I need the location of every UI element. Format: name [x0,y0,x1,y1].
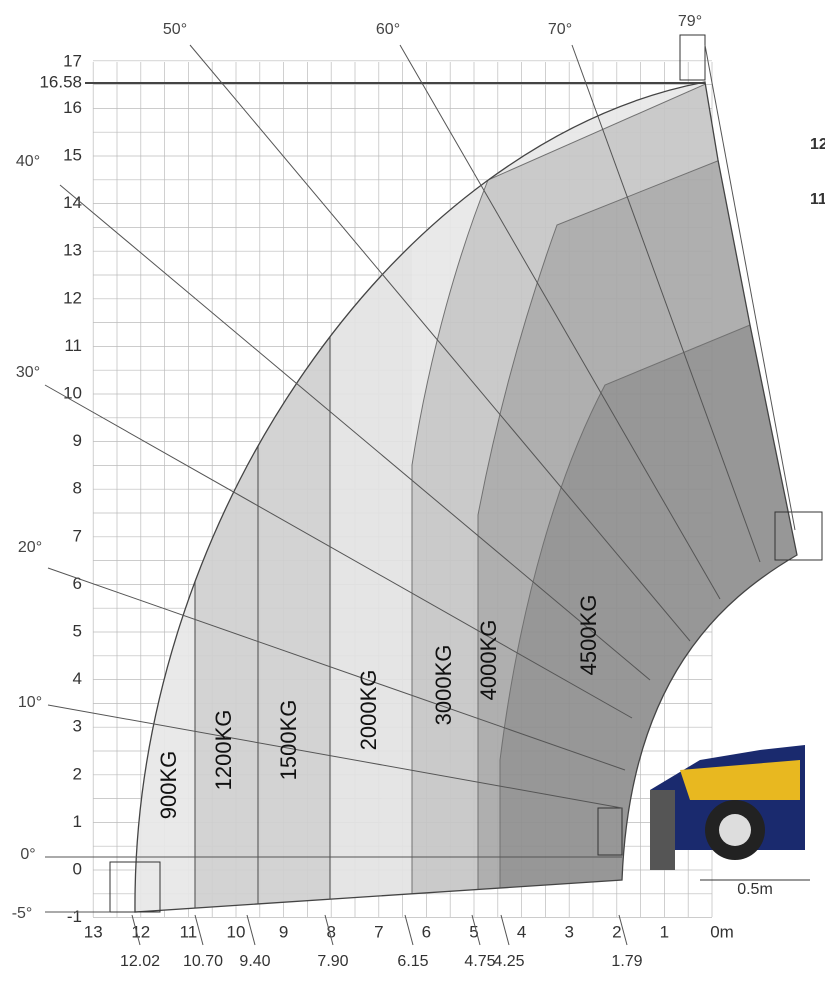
angle-line [571,44,761,563]
y-tick-label: 11 [64,336,82,355]
angle-line [399,44,721,600]
angle-label: 60° [376,21,400,38]
distance-label: 4.25 [493,953,524,970]
distance-tick [471,914,481,946]
x-tick-label: 12 [131,922,150,941]
load-label: 4000KG [476,620,501,701]
distance-label: 4.75 [464,953,495,970]
angle-label: 40° [16,153,40,170]
x-tick-label: 8 [326,922,335,941]
angle-line [47,567,626,771]
distance-tick [500,914,510,946]
y-tick-label: 1 [73,812,82,831]
y-tick-label: 16 [63,98,82,117]
load-label: 3000KG [431,645,456,726]
zone-4500 [499,324,798,912]
x-tick-label: 6 [422,922,431,941]
x-tick-label: 5 [469,922,478,941]
x-tick-label: 4 [517,922,526,941]
y-tick-label: 14 [63,193,82,212]
scale-label: 0.5m [737,881,773,898]
y-tick-label: 15 [63,145,82,164]
y-tick-label: 0 [73,859,82,878]
y-tick-label: 17 [63,51,82,70]
distance-label: 6.15 [397,953,428,970]
x-tick-label: 9 [279,922,288,941]
angle-label: 0° [20,846,35,863]
load-label: 4500KG [576,595,601,676]
y-tick-label: 12 [63,288,82,307]
angle-label: 50° [163,21,187,38]
x-tick-label: 0m [710,922,734,941]
zone-1200-1500 [195,82,330,912]
distance-label: 9.40 [239,953,270,970]
angle-label: 10° [18,694,42,711]
distance-tick [246,914,256,946]
y-tick-label: 4 [73,669,82,688]
distance-tick [131,914,141,946]
load-label: 1500KG [276,700,301,781]
y-tick-label: 3 [73,717,82,736]
angle-label: -5° [12,905,33,922]
side-label: 12 [810,136,825,153]
angle-line [44,384,633,719]
x-tick-label: 13 [84,922,103,941]
load-label: 2000KG [356,670,381,751]
angle-label: 79° [678,13,702,30]
distance-tick [404,914,414,946]
y-tick-label: -1 [67,907,82,926]
envelope [134,81,798,913]
y-tick-label: 2 [73,764,82,783]
angle-line [189,44,691,642]
angle-line [59,184,651,681]
angle-line [704,44,796,531]
distance-label: 7.90 [317,953,348,970]
distance-tick [324,914,334,946]
boxes [109,34,823,913]
machine [650,745,810,881]
x-tick-label: 3 [564,922,573,941]
angle-label: 20° [18,539,42,556]
x-tick-label: 11 [180,922,198,941]
y-tick-label: 9 [73,431,82,450]
load-label: 1200KG [211,710,236,791]
y-tick-label: 5 [73,621,82,640]
y-tick-label: 13 [63,241,82,260]
load-label: 900KG [156,751,181,820]
x-tick-label: 7 [374,922,383,941]
distance-label: 10.70 [183,953,223,970]
distance-label: 1.79 [611,953,642,970]
angle-line [47,704,623,809]
y-tick-label: 8 [73,479,82,498]
distance-label: 12.02 [120,953,160,970]
y-tick-label: 6 [73,574,82,593]
x-tick-label: 2 [612,922,621,941]
zone-2000 [330,82,412,912]
side-label: 11 [810,191,825,208]
angle-label: 70° [548,21,572,38]
y-tick-label: 16.58 [39,72,82,91]
distance-tick [618,914,628,946]
y-tick-label: 10 [63,383,82,402]
y-tick-label: 7 [73,526,82,545]
x-tick-label: 1 [660,922,669,941]
distance-tick [194,914,204,946]
x-tick-label: 10 [227,922,246,941]
angle-label: 30° [16,364,40,381]
